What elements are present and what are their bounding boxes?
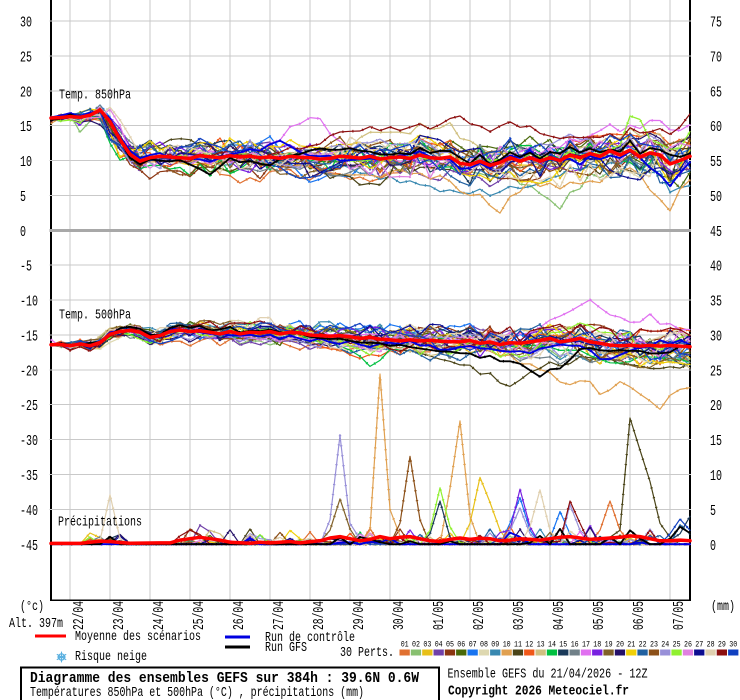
- svg-text:29/04: 29/04: [351, 601, 368, 630]
- svg-text:-45: -45: [20, 538, 38, 555]
- svg-text:15: 15: [559, 641, 567, 650]
- svg-text:11: 11: [514, 641, 522, 650]
- svg-text:05: 05: [446, 641, 454, 650]
- svg-text:01/05: 01/05: [431, 601, 448, 630]
- svg-text:29: 29: [718, 641, 726, 650]
- svg-text:04: 04: [435, 641, 443, 650]
- svg-text:10: 10: [20, 154, 32, 171]
- svg-text:Ensemble GEFS du 21/04/2026 -: Ensemble GEFS du 21/04/2026 - 12Z: [448, 668, 648, 683]
- svg-text:19: 19: [605, 641, 613, 650]
- svg-text:65: 65: [710, 84, 722, 101]
- svg-text:40: 40: [710, 259, 722, 276]
- svg-text:30/04: 30/04: [391, 601, 408, 630]
- svg-text:-20: -20: [20, 363, 38, 380]
- svg-text:(mm): (mm): [711, 599, 735, 615]
- svg-text:-30: -30: [20, 433, 38, 450]
- svg-text:05/05: 05/05: [591, 601, 608, 630]
- svg-text:09: 09: [491, 641, 499, 650]
- svg-text:Précipitations: Précipitations: [58, 515, 142, 531]
- svg-text:-15: -15: [20, 329, 38, 346]
- svg-text:24/04: 24/04: [151, 601, 168, 630]
- svg-text:Moyenne des scénarios: Moyenne des scénarios: [75, 629, 201, 645]
- svg-text:Alt. 397m: Alt. 397m: [9, 616, 63, 632]
- svg-text:14: 14: [548, 641, 556, 650]
- svg-text:25: 25: [673, 641, 681, 650]
- svg-text:06: 06: [457, 641, 465, 650]
- svg-text:01: 01: [401, 641, 409, 650]
- svg-text:08: 08: [480, 641, 488, 650]
- svg-text:30 Perts.: 30 Perts.: [340, 645, 394, 661]
- svg-text:-10: -10: [20, 294, 38, 311]
- svg-text:30: 30: [710, 329, 722, 346]
- svg-text:70: 70: [710, 49, 722, 66]
- svg-text:20: 20: [710, 398, 722, 415]
- svg-text:0: 0: [710, 538, 716, 555]
- svg-text:02: 02: [412, 641, 420, 650]
- svg-text:25/04: 25/04: [191, 601, 208, 630]
- svg-text:16: 16: [571, 641, 579, 650]
- svg-text:15: 15: [710, 433, 722, 450]
- svg-text:45: 45: [710, 224, 722, 241]
- svg-text:15: 15: [20, 119, 32, 136]
- svg-text:-5: -5: [20, 259, 32, 276]
- svg-text:04/05: 04/05: [551, 601, 568, 630]
- svg-text:25: 25: [710, 363, 722, 380]
- svg-text:50: 50: [710, 189, 722, 206]
- svg-text:5: 5: [20, 189, 26, 206]
- svg-text:Températures 850hPa et 500hPa: Températures 850hPa et 500hPa (°C) , pré…: [30, 685, 364, 700]
- svg-text:10: 10: [710, 468, 722, 485]
- svg-text:75: 75: [710, 15, 722, 32]
- svg-text:22/04: 22/04: [71, 601, 88, 630]
- svg-text:Diagramme des ensembles GEFS s: Diagramme des ensembles GEFS sur 384h : …: [30, 670, 419, 687]
- svg-text:07/05: 07/05: [671, 601, 688, 630]
- svg-text:02/05: 02/05: [471, 601, 488, 630]
- svg-text:22: 22: [639, 641, 647, 650]
- svg-text:26: 26: [684, 641, 692, 650]
- svg-text:-40: -40: [20, 503, 38, 520]
- svg-text:28: 28: [707, 641, 715, 650]
- svg-text:25: 25: [20, 49, 32, 66]
- svg-text:13: 13: [537, 641, 545, 650]
- svg-text:30: 30: [20, 15, 32, 32]
- svg-text:Risque neige: Risque neige: [75, 649, 147, 665]
- svg-text:07: 07: [469, 641, 477, 650]
- svg-text:26/04: 26/04: [231, 601, 248, 630]
- svg-text:27/04: 27/04: [271, 601, 288, 630]
- svg-text:23/04: 23/04: [111, 601, 128, 630]
- svg-text:18: 18: [593, 641, 601, 650]
- svg-text:30: 30: [729, 641, 737, 650]
- svg-text:Copyright 2026 Meteociel.fr: Copyright 2026 Meteociel.fr: [448, 684, 629, 700]
- svg-text:20: 20: [20, 84, 32, 101]
- svg-text:10: 10: [503, 641, 511, 650]
- svg-text:Run GFS: Run GFS: [265, 640, 307, 656]
- svg-text:23: 23: [650, 641, 658, 650]
- svg-text:(°c): (°c): [20, 599, 44, 615]
- svg-text:-35: -35: [20, 468, 38, 485]
- svg-text:21: 21: [627, 641, 635, 650]
- svg-text:03: 03: [423, 641, 431, 650]
- svg-text:35: 35: [710, 294, 722, 311]
- svg-text:28/04: 28/04: [311, 601, 328, 630]
- svg-text:0: 0: [20, 224, 26, 241]
- svg-text:55: 55: [710, 154, 722, 171]
- svg-text:17: 17: [582, 641, 590, 650]
- svg-text:60: 60: [710, 119, 722, 136]
- svg-text:20: 20: [616, 641, 624, 650]
- svg-text:24: 24: [661, 641, 669, 650]
- svg-text:03/05: 03/05: [511, 601, 528, 630]
- svg-text:-25: -25: [20, 398, 38, 415]
- svg-text:27: 27: [695, 641, 703, 650]
- svg-text:5: 5: [710, 503, 716, 520]
- svg-text:12: 12: [525, 641, 533, 650]
- svg-text:Run de contrôle: Run de contrôle: [265, 630, 355, 646]
- svg-text:Temp. 850hPa: Temp. 850hPa: [59, 88, 131, 104]
- svg-text:06/05: 06/05: [631, 601, 648, 630]
- svg-text:Temp. 500hPa: Temp. 500hPa: [59, 308, 131, 324]
